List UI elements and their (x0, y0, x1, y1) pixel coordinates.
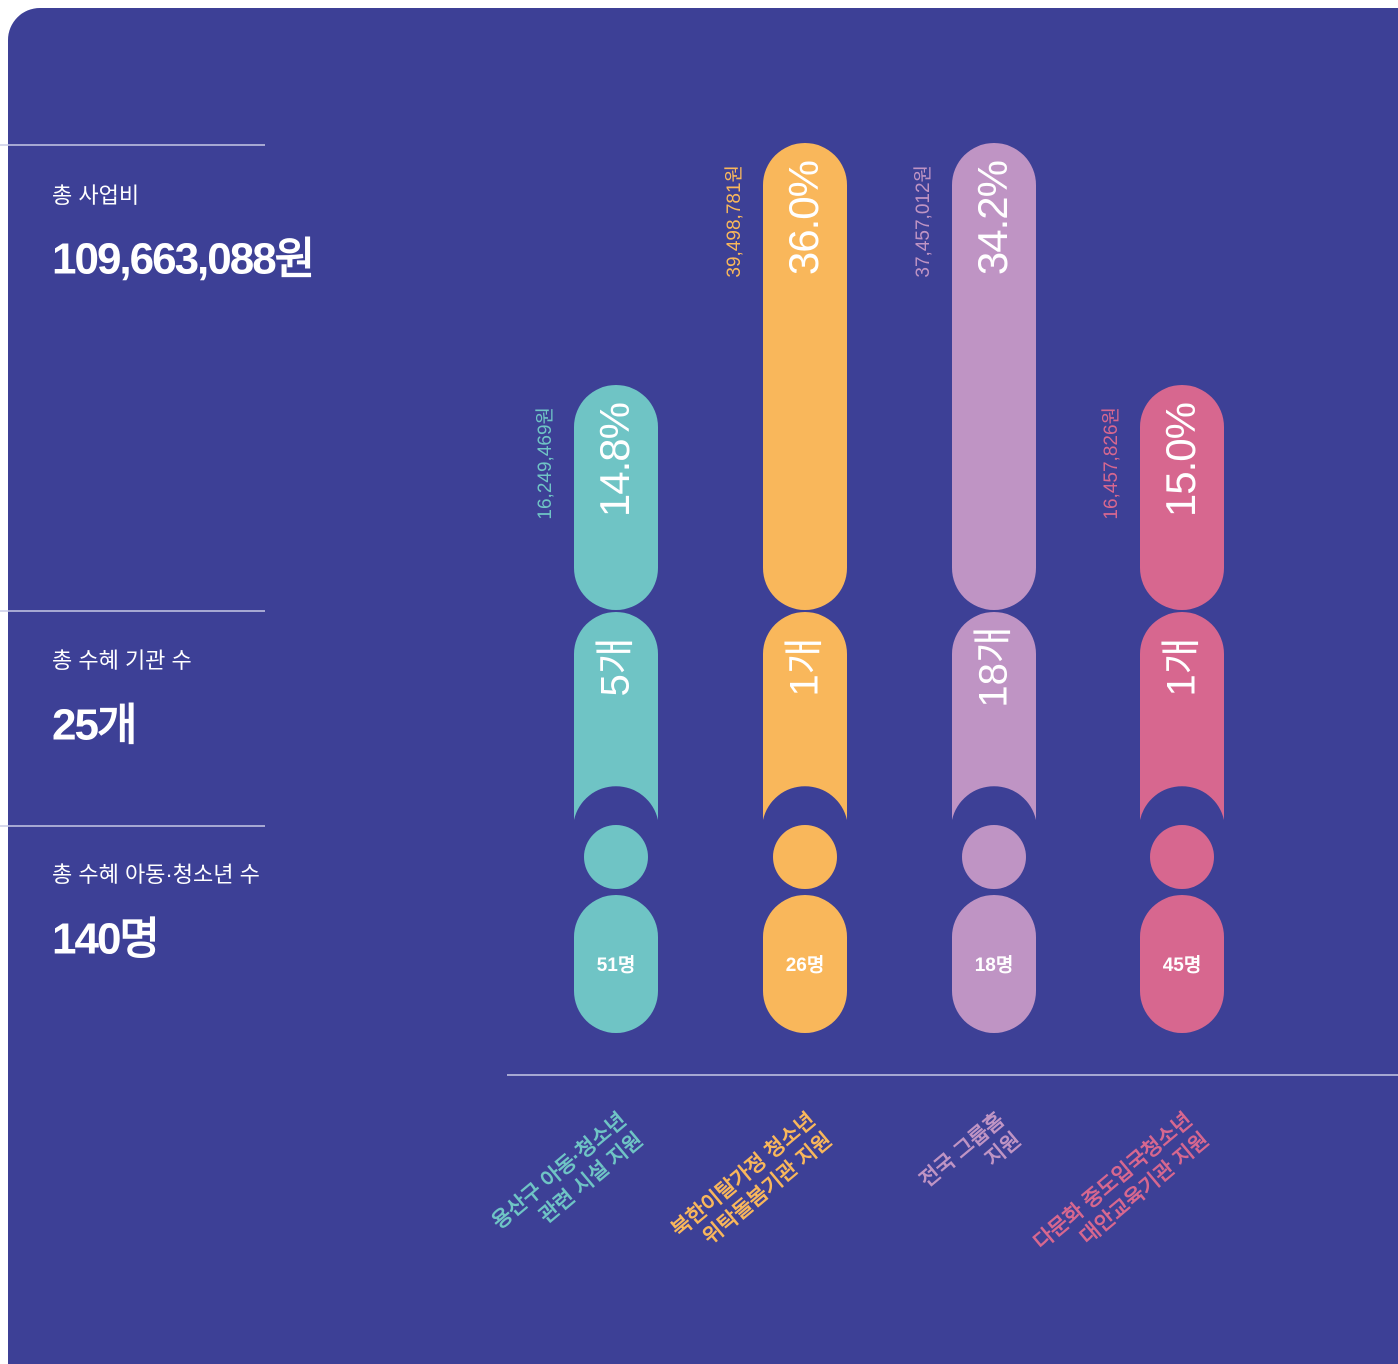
summary-value: 140명 (52, 915, 158, 964)
dot (584, 825, 648, 889)
count: 5개 (594, 637, 638, 696)
amount: 16,457,826원 (1100, 407, 1122, 520)
bottom-bar (574, 895, 658, 1033)
count: 18개 (972, 626, 1016, 707)
people: 51명 (597, 954, 636, 976)
middle-bar (763, 612, 847, 820)
percent: 34.2% (969, 161, 1016, 275)
top-bar (952, 143, 1036, 610)
summary-label: 총 사업비 (52, 183, 139, 208)
people: 45명 (1163, 954, 1202, 976)
amount: 37,457,012원 (912, 165, 934, 278)
people: 18명 (975, 954, 1014, 976)
percent: 15.0% (1157, 403, 1204, 517)
top-bar (1140, 385, 1224, 610)
summary-label: 총 수혜 아동·청소년 수 (52, 862, 260, 887)
middle-bar (952, 612, 1036, 820)
bottom-bar (1140, 895, 1224, 1033)
count: 1개 (1160, 637, 1204, 696)
summary-label: 총 수혜 기관 수 (52, 648, 192, 673)
top-bar (763, 143, 847, 610)
summary-value: 109,663,088원 (52, 235, 313, 284)
dot (773, 825, 837, 889)
amount: 39,498,781원 (723, 165, 745, 278)
percent: 14.8% (591, 403, 638, 517)
middle-bar (1140, 612, 1224, 820)
summary-value: 25개 (52, 701, 135, 750)
bottom-bar (763, 895, 847, 1033)
dot (962, 825, 1026, 889)
dot (1150, 825, 1214, 889)
panel (8, 8, 1398, 1364)
bottom-bar (952, 895, 1036, 1033)
percent: 36.0% (780, 161, 827, 275)
people: 26명 (786, 954, 825, 976)
top-bar (574, 385, 658, 610)
amount: 16,249,469원 (534, 407, 556, 520)
count: 1개 (783, 637, 827, 696)
middle-bar (574, 612, 658, 820)
